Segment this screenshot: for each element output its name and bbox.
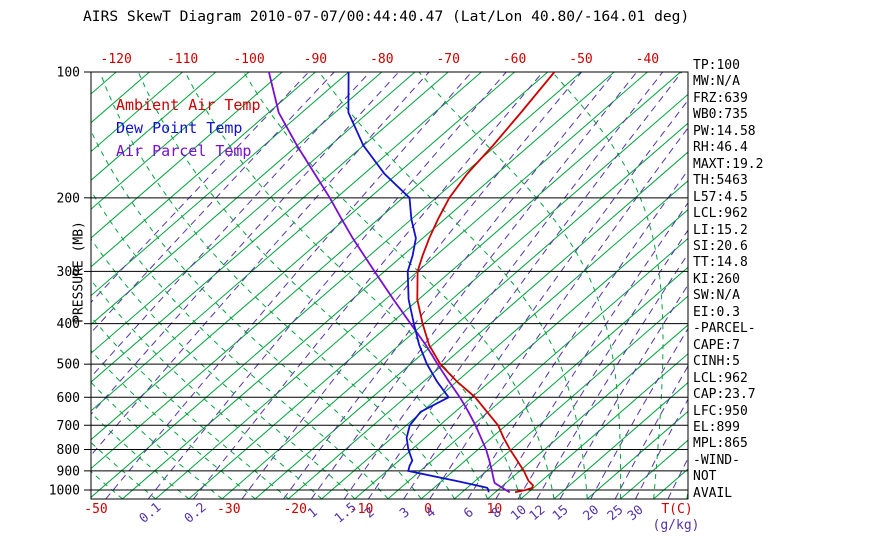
stat-line: SI:20.6 — [693, 238, 748, 254]
stat-line: PW:14.58 — [693, 123, 756, 139]
mixing-ratio-label: 2 — [362, 505, 378, 522]
mixing-ratio-label: 4 — [423, 505, 439, 522]
mixing-ratio-label: 15 — [550, 503, 572, 525]
temp-curve — [416, 72, 556, 494]
bottom-temp-label: 10 — [487, 502, 503, 517]
stat-line: TT:14.8 — [693, 255, 748, 271]
stat-line: SW:N/A — [693, 288, 740, 304]
mixing-ratio-label: 25 — [605, 503, 627, 525]
mixing-ratio-label: 20 — [581, 503, 603, 525]
dewpoint-curve — [347, 72, 490, 493]
stat-line: TP:100 — [693, 58, 740, 73]
stat-line: -WIND- — [693, 452, 740, 468]
stat-line: L57:4.5 — [693, 189, 748, 205]
mixing-ratio-label: 6 — [461, 505, 477, 522]
stat-line: TH:5463 — [693, 173, 748, 189]
mixing-ratio-lines — [91, 72, 688, 499]
pressure-tick-label: 200 — [57, 191, 80, 206]
stat-line: LI:15.2 — [693, 222, 748, 238]
pressure-tick-label: 800 — [57, 443, 80, 458]
pressure-tick-label: 600 — [57, 391, 80, 406]
bottom-temp-label: -20 — [283, 502, 306, 517]
top-temp-label: -70 — [436, 52, 459, 67]
grid-lines — [91, 72, 688, 499]
sounding-curves — [268, 72, 556, 494]
stat-line: AVAIL — [693, 485, 733, 501]
temp-unit-label: T(C) — [661, 502, 692, 517]
pressure-tick-label: 700 — [57, 419, 80, 434]
stat-line: MPL:865 — [693, 436, 748, 452]
top-temp-label: -50 — [569, 52, 592, 67]
pressure-tick-label: 100 — [57, 66, 80, 81]
moist-adiabat-lines — [91, 72, 688, 499]
stat-line: KI:260 — [693, 271, 740, 287]
mixing-ratio-label: 8 — [489, 505, 505, 522]
bottom-temp-label: 0 — [424, 502, 432, 517]
top-temp-label: -110 — [167, 52, 198, 67]
mixing-ratio-unit-label: (g/kg) — [653, 518, 700, 533]
top-temp-label: -60 — [503, 52, 526, 67]
top-temp-label: -100 — [233, 52, 264, 67]
pressure-tick-label: 300 — [57, 265, 80, 280]
stat-line: FRZ:639 — [693, 90, 748, 106]
stat-line: EI:0.3 — [693, 304, 740, 320]
mixing-ratio-label: 30 — [625, 503, 647, 525]
plot-border — [90, 71, 689, 500]
legend-air-parcel-temp: Air Parcel Temp — [116, 142, 252, 160]
stat-line: RH:46.4 — [693, 140, 748, 156]
stat-line: MAXT:19.2 — [693, 156, 764, 172]
parcel-curve — [268, 72, 511, 494]
pressure-tick-label: 1000 — [49, 484, 80, 499]
legend-ambient-air-temp: Ambient Air Temp — [116, 96, 261, 114]
chart-title: AIRS SkewT Diagram 2010-07-07/00:44:40.4… — [83, 8, 690, 25]
stat-line: CAPE:7 — [693, 337, 740, 353]
stat-line: MW:N/A — [693, 74, 740, 90]
mixing-ratio-label: 0.1 — [137, 500, 165, 527]
top-temp-label: -90 — [304, 52, 327, 67]
legend-dew-point-temp: Dew Point Temp — [116, 119, 243, 137]
pressure-tick-label: 900 — [57, 464, 80, 479]
stat-line: LCL:962 — [693, 206, 748, 222]
stat-line: CINH:5 — [693, 354, 740, 370]
stat-line: LFC:950 — [693, 403, 748, 419]
stat-line: -PARCEL- — [693, 321, 756, 337]
top-temp-label: -120 — [101, 52, 132, 67]
pressure-tick-label: 500 — [57, 358, 80, 373]
mixing-ratio-label: 3 — [397, 505, 413, 522]
stat-line: NOT — [693, 469, 717, 485]
stat-line: LCL:962 — [693, 370, 748, 386]
stats-panel: TP:100 MW:N/A FRZ:639 WB0:735 PW:14.58 RH:46.… — [693, 58, 763, 502]
pressure-tick-label: 400 — [57, 317, 80, 332]
stat-line: WB0:735 — [693, 107, 748, 123]
bottom-temp-label: -30 — [217, 502, 240, 517]
bottom-temp-label: -50 — [84, 502, 107, 517]
bottom-temp-label: -10 — [350, 502, 373, 517]
pressure-axis-label: PRESSURE (MB) — [71, 221, 87, 323]
mixing-ratio-label: 12 — [527, 503, 549, 525]
top-temp-label: -80 — [370, 52, 393, 67]
mixing-ratio-label: 1 — [305, 505, 321, 522]
mixing-ratio-label: 0.2 — [182, 500, 210, 527]
top-temp-label: -40 — [636, 52, 659, 67]
stat-line: CAP:23.7 — [693, 387, 756, 403]
stat-line: EL:899 — [693, 419, 740, 435]
